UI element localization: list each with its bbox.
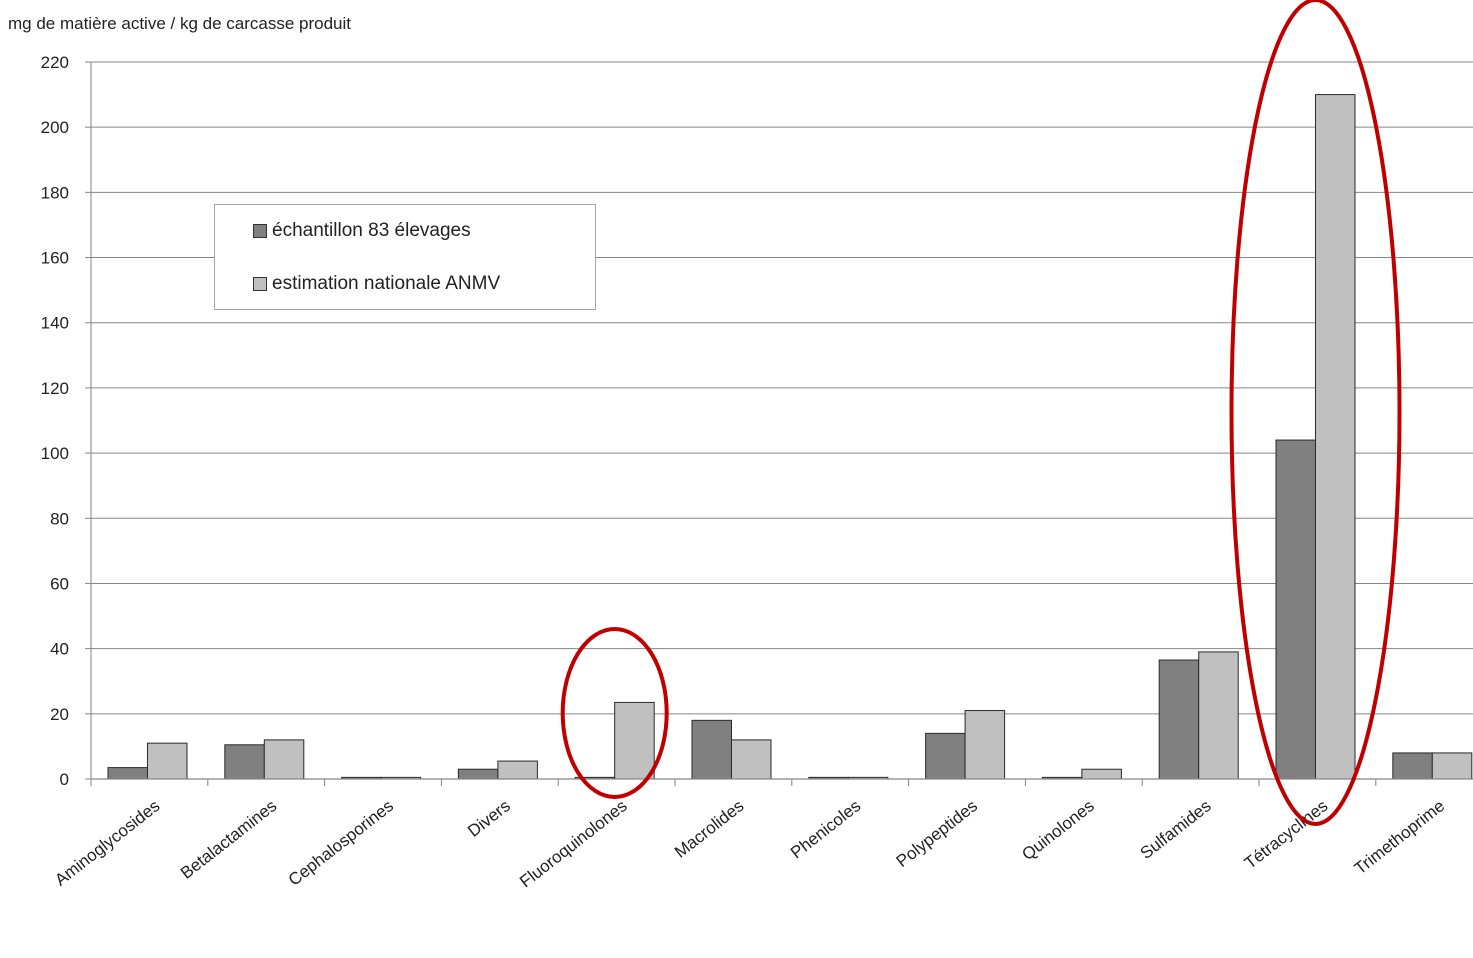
y-tick-label: 140 (41, 314, 69, 333)
y-tick-label: 0 (60, 770, 69, 789)
y-tick-label: 180 (41, 183, 69, 202)
bar (614, 701, 655, 780)
bar (1158, 659, 1200, 780)
x-tick-label: Trimethoprime (1351, 796, 1449, 878)
legend-item-national: estimation nationale ANMV (253, 273, 500, 295)
highlight-oval (560, 627, 669, 799)
y-tick-label: 60 (50, 574, 69, 593)
bar (1081, 768, 1122, 780)
x-tick-label: Fluoroquinolones (516, 796, 630, 891)
y-tick-label: 20 (50, 705, 69, 724)
bar (731, 739, 772, 780)
y-tick-label: 100 (41, 444, 69, 463)
y-tick-label: 40 (50, 640, 69, 659)
x-tick-label: Aminoglycosides (51, 796, 163, 890)
y-tick-label: 120 (41, 379, 69, 398)
legend-swatch-national (253, 277, 267, 291)
highlight-oval (1229, 0, 1402, 826)
bar (1431, 752, 1473, 780)
bar (263, 739, 305, 780)
y-tick-label: 220 (41, 53, 69, 72)
bar (1198, 651, 1239, 780)
x-tick-label: Polypeptides (893, 796, 981, 871)
legend-label-sample: échantillon 83 élevages (272, 220, 471, 241)
bar (925, 732, 966, 780)
bar (107, 767, 148, 780)
bar (1315, 94, 1356, 780)
bar (497, 760, 538, 780)
bar (1392, 752, 1433, 780)
y-tick-label: 80 (50, 509, 69, 528)
x-tick-label: Macrolides (671, 796, 747, 862)
y-tick-label: 200 (41, 118, 69, 137)
legend-item-sample: échantillon 83 élevages (253, 220, 471, 242)
y-axis-label: mg de matière active / kg de carcasse pr… (8, 14, 351, 33)
bar (964, 710, 1006, 780)
x-tick-label: Quinolones (1018, 796, 1097, 864)
y-tick-label: 160 (41, 249, 69, 268)
legend: échantillon 83 élevages estimation natio… (214, 204, 596, 310)
bar (1275, 439, 1316, 780)
legend-label-national: estimation nationale ANMV (272, 273, 501, 294)
x-tick-label: Betalactamines (177, 796, 280, 883)
legend-swatch-sample (253, 224, 267, 238)
x-tick-label: Tétracyclines (1241, 796, 1332, 873)
bar (224, 744, 265, 780)
bar (691, 719, 732, 780)
x-tick-label: Cephalosporines (285, 796, 397, 890)
x-tick-label: Divers (464, 796, 514, 841)
x-tick-label: Sulfamides (1137, 796, 1215, 863)
bar (457, 768, 499, 780)
bar (147, 742, 188, 780)
x-tick-label: Phenicoles (787, 796, 864, 862)
